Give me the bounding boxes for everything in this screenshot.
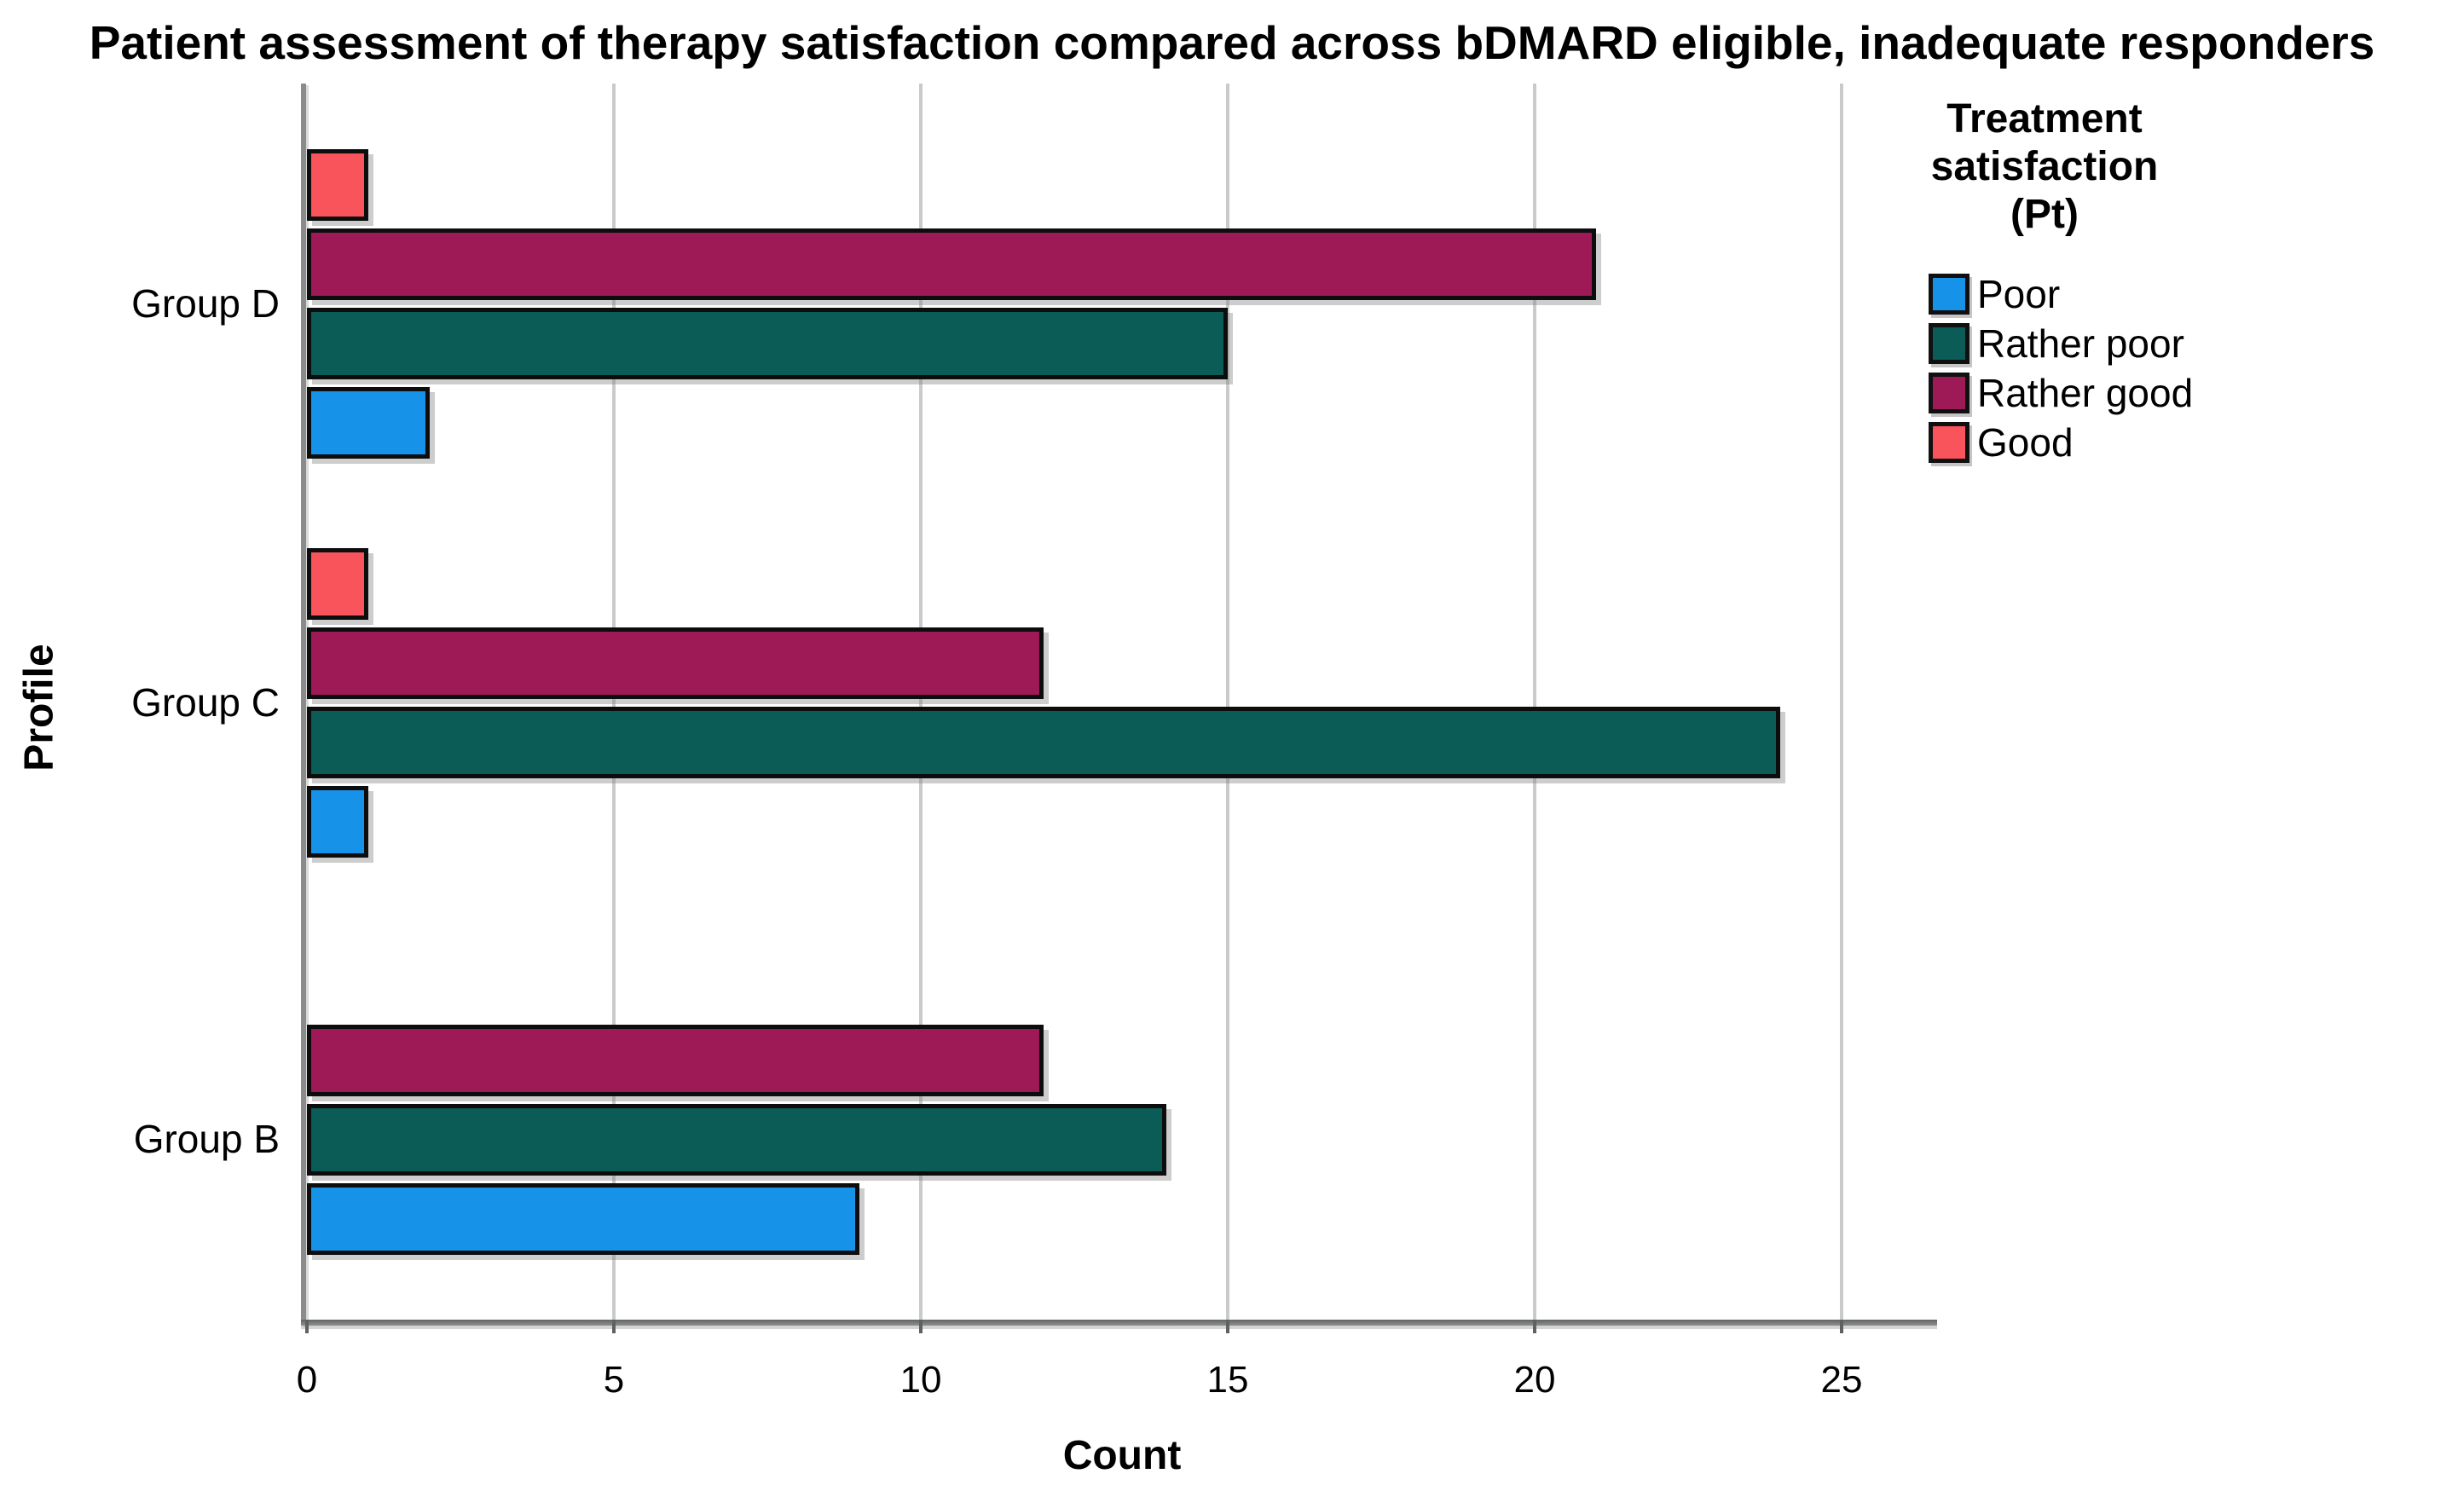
category-label: Group D xyxy=(131,280,280,326)
x-axis-tick xyxy=(305,1320,309,1333)
legend-item-label: Poor xyxy=(1977,272,2061,317)
bar xyxy=(307,228,1596,300)
legend-swatch xyxy=(1929,323,1969,365)
x-tick-label: 25 xyxy=(1820,1359,1863,1401)
bar xyxy=(307,1025,1044,1096)
y-axis-title: Profile xyxy=(16,644,62,772)
x-axis-line xyxy=(301,1320,1937,1326)
legend-swatch xyxy=(1929,274,1969,315)
legend-swatch xyxy=(1929,373,1969,414)
legend-item: Rather good xyxy=(1929,368,2457,418)
category-axis-labels: Group D Group C Group B xyxy=(0,84,290,1320)
category-label: Group C xyxy=(131,679,280,725)
legend-title-line: (Pt) xyxy=(2010,192,2079,238)
legend-swatch xyxy=(1929,422,1969,464)
bar xyxy=(307,308,1228,379)
bar xyxy=(307,548,368,620)
legend-item: Rather poor xyxy=(1929,319,2457,368)
bar xyxy=(307,786,368,858)
bar xyxy=(307,627,1044,699)
x-axis-tick xyxy=(919,1320,923,1333)
gridline xyxy=(919,84,923,1320)
x-axis-title: Count xyxy=(1062,1433,1182,1478)
bar xyxy=(307,1183,859,1255)
x-tick-label: 15 xyxy=(1206,1359,1249,1401)
legend-items: Poor Rather poor Rather good Good xyxy=(1929,269,2457,467)
y-axis-line xyxy=(301,84,306,1326)
bar xyxy=(307,1104,1166,1176)
legend-title-line: Treatment xyxy=(1946,96,2143,142)
legend-item: Poor xyxy=(1929,269,2457,319)
legend-title: Treatment satisfaction (Pt) xyxy=(1929,95,2160,239)
category-label: Group B xyxy=(133,1116,280,1161)
legend-item-label: Good xyxy=(1977,420,2074,465)
x-tick-label: 5 xyxy=(603,1359,625,1401)
legend: Treatment satisfaction (Pt) Poor Rather p… xyxy=(1929,95,2457,467)
x-tick-label: 0 xyxy=(296,1359,318,1401)
legend-item-label: Rather good xyxy=(1977,371,2194,416)
x-axis-tick xyxy=(1840,1320,1843,1333)
gridline xyxy=(1226,84,1229,1320)
x-axis-tick xyxy=(1533,1320,1536,1333)
legend-item: Good xyxy=(1929,418,2457,467)
bar xyxy=(307,387,430,459)
x-axis-tick xyxy=(612,1320,616,1333)
gridline xyxy=(1840,84,1843,1320)
bar xyxy=(307,707,1780,778)
x-tick-label: 10 xyxy=(899,1359,942,1401)
gridline xyxy=(1533,84,1536,1320)
legend-item-label: Rather poor xyxy=(1977,321,2184,367)
legend-title-line: satisfaction xyxy=(1930,144,2159,190)
x-tick-label: 20 xyxy=(1513,1359,1556,1401)
plot-area: 0 5 10 15 20 25 xyxy=(297,84,1937,1401)
chart-title: Patient assessment of therapy satisfacti… xyxy=(89,16,2375,69)
bar xyxy=(307,149,368,221)
x-axis-tick xyxy=(1226,1320,1229,1333)
gridline xyxy=(612,84,616,1320)
